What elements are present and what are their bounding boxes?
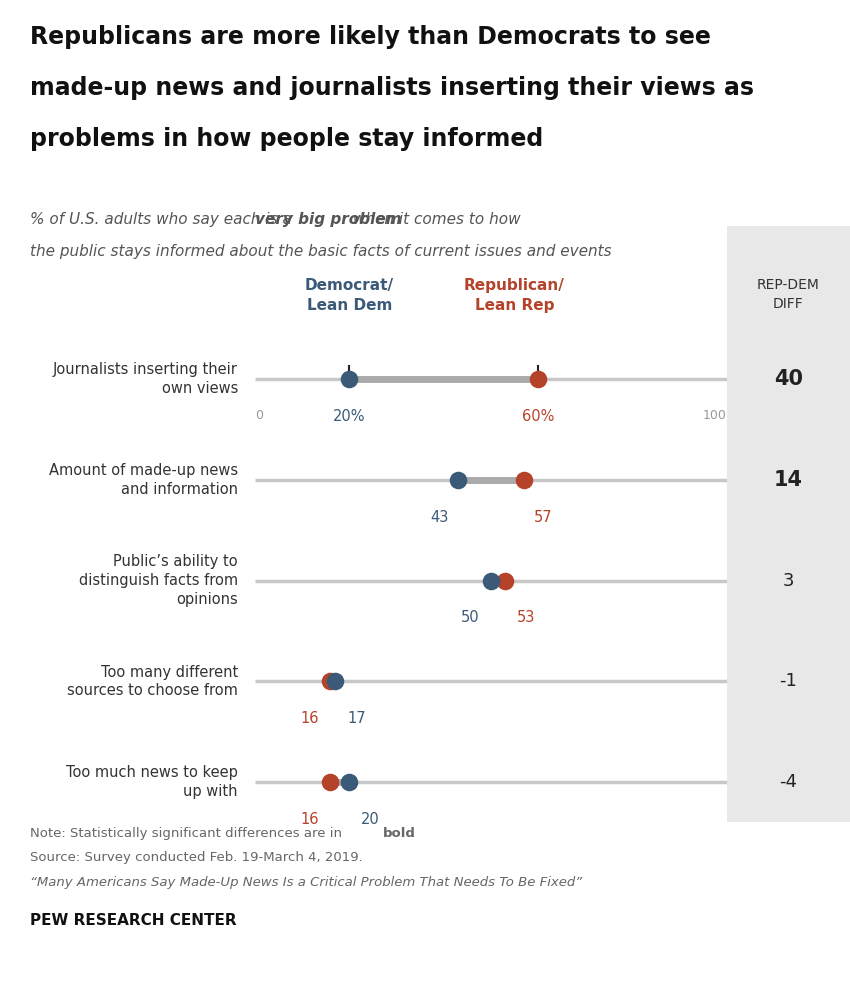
Text: 14: 14 [774, 469, 803, 490]
Text: Too many different
sources to choose from: Too many different sources to choose fro… [67, 664, 238, 699]
Point [531, 371, 545, 387]
Text: 20%: 20% [333, 408, 366, 424]
Point [484, 573, 497, 588]
Point [517, 472, 530, 488]
Text: when it comes to how: when it comes to how [348, 212, 521, 226]
Text: -4: -4 [779, 773, 797, 791]
Text: 17: 17 [347, 711, 366, 726]
Text: REP-DEM
DIFF: REP-DEM DIFF [757, 278, 819, 311]
Text: PEW RESEARCH CENTER: PEW RESEARCH CENTER [30, 913, 236, 928]
Point [324, 774, 337, 790]
Text: 20: 20 [361, 812, 380, 828]
Text: 40: 40 [774, 369, 803, 389]
Text: Amount of made-up news
and information: Amount of made-up news and information [48, 462, 238, 497]
Text: 100: 100 [703, 408, 727, 422]
Text: “Many Americans Say Made-Up News Is a Critical Problem That Needs To Be Fixed”: “Many Americans Say Made-Up News Is a Cr… [30, 876, 582, 889]
Text: 3: 3 [783, 572, 794, 589]
Text: 16: 16 [300, 711, 319, 726]
Text: Note: Statistically significant differences are in: Note: Statistically significant differen… [30, 827, 346, 839]
Text: 53: 53 [517, 610, 536, 626]
Point [498, 573, 512, 588]
Point [343, 774, 356, 790]
Text: Source: Survey conducted Feb. 19-March 4, 2019.: Source: Survey conducted Feb. 19-March 4… [30, 851, 362, 864]
Text: 50: 50 [461, 610, 479, 626]
Text: .: . [411, 827, 415, 839]
Text: very big problem: very big problem [255, 212, 401, 226]
Point [324, 673, 337, 689]
Text: 0: 0 [255, 408, 263, 422]
Text: Democrat/
Lean Dem: Democrat/ Lean Dem [305, 278, 394, 313]
Text: bold: bold [382, 827, 416, 839]
Text: Republicans are more likely than Democrats to see: Republicans are more likely than Democra… [30, 25, 711, 48]
Text: Journalists inserting their
own views: Journalists inserting their own views [53, 362, 238, 396]
Text: problems in how people stay informed: problems in how people stay informed [30, 127, 543, 151]
Text: -1: -1 [779, 672, 797, 691]
Text: Public’s ability to
distinguish facts from
opinions: Public’s ability to distinguish facts fr… [79, 554, 238, 607]
Text: 16: 16 [300, 812, 319, 828]
Text: 57: 57 [533, 510, 552, 524]
Text: Republican/
Lean Rep: Republican/ Lean Rep [464, 278, 565, 313]
Text: made-up news and journalists inserting their views as: made-up news and journalists inserting t… [30, 76, 754, 99]
Text: % of U.S. adults who say each is a: % of U.S. adults who say each is a [30, 212, 297, 226]
Text: the public stays informed about the basic facts of current issues and events: the public stays informed about the basi… [30, 244, 611, 259]
Point [343, 371, 356, 387]
Point [451, 472, 465, 488]
Point [328, 673, 342, 689]
Text: 43: 43 [430, 510, 449, 524]
Text: Too much news to keep
up with: Too much news to keep up with [66, 766, 238, 799]
Text: 60%: 60% [522, 408, 554, 424]
